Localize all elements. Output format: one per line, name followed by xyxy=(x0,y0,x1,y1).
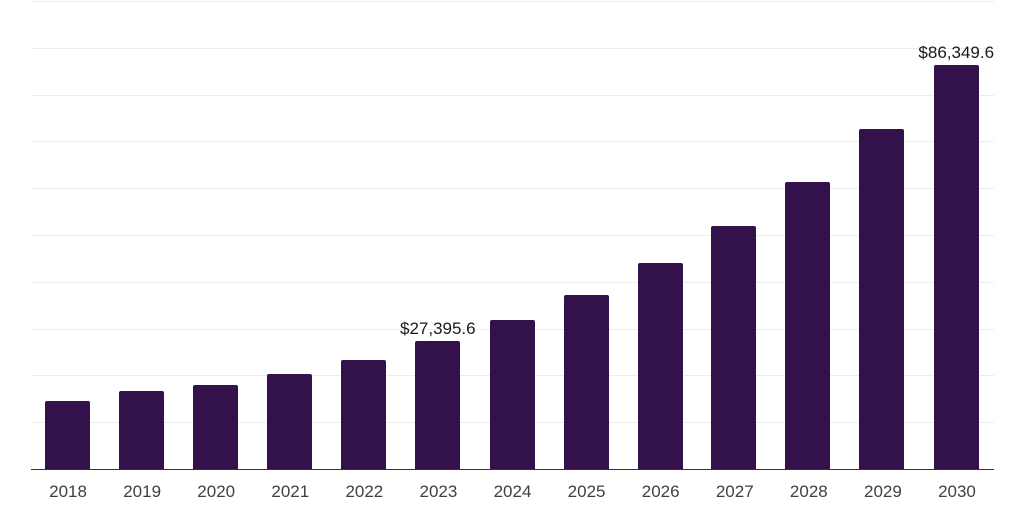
x-tick-label: 2018 xyxy=(49,482,87,501)
x-tick-label: 2019 xyxy=(123,482,162,501)
bar xyxy=(933,64,979,469)
bar xyxy=(119,391,165,469)
plot-area: $27,395.6 $86,349.6 xyxy=(31,1,994,470)
bar-cell xyxy=(252,1,326,469)
x-tick-label: 2030 xyxy=(938,482,976,501)
x-tick-label: 2022 xyxy=(345,482,384,501)
bar-cell: $27,395.6 xyxy=(400,1,476,469)
bar-value-label: $86,349.6 xyxy=(918,42,995,62)
x-tick-label: 2026 xyxy=(641,482,680,501)
bar-cell xyxy=(105,1,179,469)
bar xyxy=(266,374,312,469)
bar xyxy=(490,319,536,469)
bar-cell xyxy=(623,1,697,469)
x-tick-label: 2027 xyxy=(715,482,754,501)
bar xyxy=(45,400,91,469)
bar xyxy=(340,359,386,469)
x-tick-label: 2024 xyxy=(493,482,532,501)
bar-cell xyxy=(476,1,550,469)
bar-cell xyxy=(179,1,253,469)
bar-cell xyxy=(771,1,845,469)
bar xyxy=(415,340,461,469)
x-tick-label: 2025 xyxy=(567,482,606,501)
bar xyxy=(637,263,683,469)
x-axis-labels: 2018 2019 2020 2021 2022 2023 2024 2025 2026 2027… xyxy=(31,482,994,502)
bar-cell xyxy=(845,1,919,469)
x-tick-label: 2028 xyxy=(789,482,828,501)
bar-cell: $86,349.6 xyxy=(918,1,994,469)
bar-value-label: $27,395.6 xyxy=(399,318,476,338)
x-tick-label: 2023 xyxy=(419,482,458,501)
x-tick-label: 2021 xyxy=(271,482,310,501)
x-tick-label: 2020 xyxy=(197,482,236,501)
bar-cell xyxy=(31,1,105,469)
bar xyxy=(859,128,904,469)
x-tick-label: 2029 xyxy=(863,482,902,501)
bar-cell xyxy=(697,1,771,469)
bar-cell xyxy=(549,1,623,469)
bar xyxy=(711,225,757,469)
bar xyxy=(785,182,831,469)
bar xyxy=(192,385,238,469)
bar xyxy=(563,294,609,469)
bar-cell xyxy=(326,1,400,469)
